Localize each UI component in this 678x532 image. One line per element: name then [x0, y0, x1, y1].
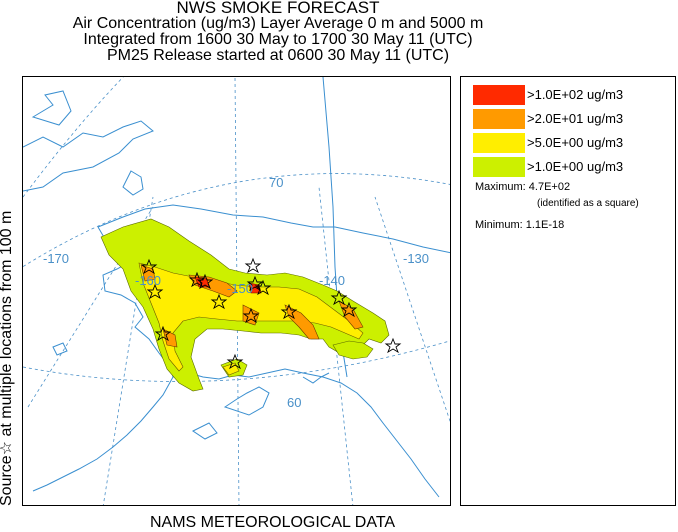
- source-locations-label: Source☆ at multiple locations from 100 m: [0, 211, 15, 506]
- legend-maximum: Maximum: 4.7E+02: [475, 181, 571, 193]
- legend-swatch-gt100: [473, 85, 525, 105]
- map-panel: 70 60 -170 -160 -150 -140 -130: [22, 76, 451, 506]
- source-star-icon: [280, 303, 298, 320]
- coast-misc: [302, 372, 330, 384]
- title-main: NWS SMOKE FORECAST: [176, 0, 380, 17]
- title-time-range: Integrated from 1600 30 May to 1700 30 M…: [83, 31, 473, 48]
- plume-gt1-patch: [332, 340, 374, 360]
- legend-label: >1.0E+00 ug/m3: [527, 159, 624, 174]
- legend-label: >5.0E+00 ug/m3: [527, 135, 624, 150]
- coast-kenai: [223, 386, 270, 416]
- lon-line-130: [374, 196, 450, 423]
- coast-north-slope: [97, 204, 450, 254]
- source-star-icon: [146, 283, 164, 300]
- lat-line-60: [23, 340, 450, 382]
- lat-label-70: 70: [269, 175, 283, 190]
- plume-gt20-f: [162, 328, 178, 348]
- source-star-icon: [210, 293, 228, 310]
- source-star-icon: [340, 301, 358, 318]
- lon-label-130: -130: [403, 251, 429, 266]
- title-block: NWS SMOKE FORECAST Air Concentration (ug…: [18, 0, 538, 64]
- source-star-icon: [242, 307, 260, 324]
- source-star-icon: [140, 258, 158, 275]
- source-markers: [140, 257, 402, 370]
- lat-label-60: 60: [287, 395, 301, 410]
- source-star-icon: [226, 353, 244, 370]
- source-star-icon: [254, 279, 272, 296]
- lon-label-170: -170: [43, 251, 69, 266]
- smoke-plume: [100, 218, 390, 392]
- plume-gt20-a: [140, 264, 156, 282]
- lon-label-160: -160: [135, 273, 161, 288]
- source-star-icon: [330, 289, 348, 306]
- legend-item: >1.0E+00 ug/m3: [473, 157, 673, 177]
- source-star-icon: [196, 273, 214, 290]
- legend-item: >5.0E+00 ug/m3: [473, 133, 673, 153]
- lon-label-150: -150: [227, 281, 253, 296]
- legend-swatch-gt20: [473, 109, 525, 129]
- legend-swatch-gt1: [473, 157, 525, 177]
- coast-siberia-1: [31, 90, 72, 126]
- lat-line-north: [23, 77, 124, 198]
- legend-item: >1.0E+02 ug/m3: [473, 85, 673, 105]
- source-star-icon: [246, 275, 264, 292]
- plume-gt20-d: [284, 304, 320, 340]
- legend-minimum: Minimum: 1.1E-18: [475, 219, 565, 231]
- source-star-icon: [244, 257, 262, 274]
- title-variable: Air Concentration (ug/m3) Layer Average …: [72, 15, 484, 32]
- legend-label: >2.0E+01 ug/m3: [527, 111, 624, 126]
- legend-label: >1.0E+02 ug/m3: [527, 87, 624, 102]
- coast-chukotka: [23, 120, 154, 192]
- coast-gulf-of-alaska: [172, 368, 440, 498]
- coast-island-2: [52, 342, 68, 356]
- title-release: PM25 Release started at 0600 30 May 11 (…: [106, 47, 450, 64]
- met-data-label: NAMS METEOROLOGICAL DATA: [150, 514, 396, 531]
- coast-island-1: [122, 170, 144, 196]
- source-star-icon: [384, 337, 402, 354]
- legend-item: >2.0E+01 ug/m3: [473, 109, 673, 129]
- legend-maximum-note: (identified as a square): [537, 198, 639, 209]
- lon-label-140: -140: [319, 273, 345, 288]
- graticule: [23, 77, 450, 505]
- source-star-icon: [188, 271, 206, 288]
- source-star-icon: [154, 325, 172, 342]
- lat-line-70: [23, 173, 450, 268]
- legend-panel: >1.0E+02 ug/m3 >2.0E+01 ug/m3 >5.0E+00 u…: [460, 76, 676, 506]
- map-svg: 70 60 -170 -160 -150 -140 -130: [23, 77, 450, 505]
- lon-line-160: [102, 196, 154, 505]
- coast-peninsula-south: [32, 376, 174, 492]
- legend-swatch-gt5: [473, 133, 525, 153]
- coast-kodiak: [192, 422, 218, 440]
